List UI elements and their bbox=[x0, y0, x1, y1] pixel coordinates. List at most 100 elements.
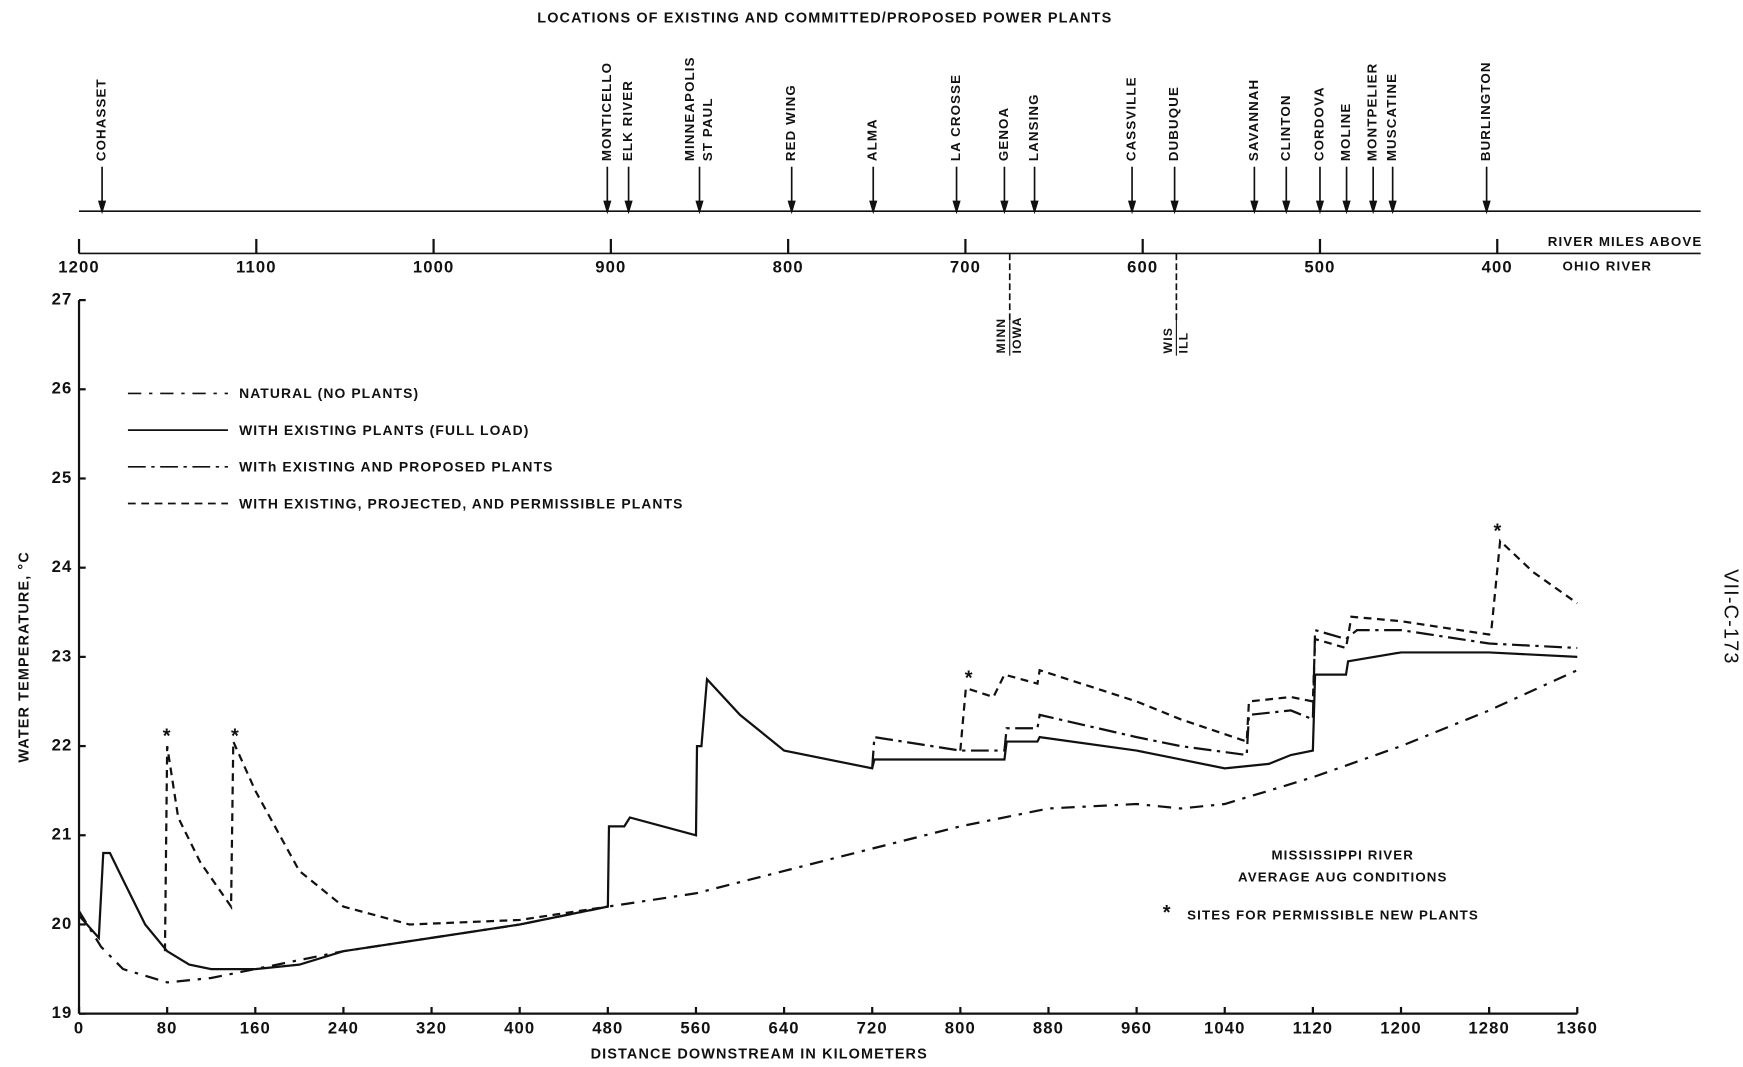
series-line bbox=[78, 651, 1578, 971]
y-axis-label: WATER TEMPERATURE, °C bbox=[16, 551, 32, 762]
mile-tick-label: 600 bbox=[1127, 257, 1158, 276]
x-tick-label: 880 bbox=[1033, 1019, 1064, 1038]
site-marker: * bbox=[163, 725, 172, 747]
x-tick-label: 160 bbox=[240, 1019, 271, 1038]
plant-label: MONTPELIER bbox=[1365, 63, 1380, 162]
plant-arrowhead bbox=[1250, 200, 1259, 215]
legend-label: WITH EXISTING, PROJECTED, AND PERMISSIBL… bbox=[239, 495, 683, 511]
x-tick-label: 1200 bbox=[1380, 1019, 1422, 1038]
mile-tick-label: 1200 bbox=[58, 257, 100, 276]
x-tick-label: 1360 bbox=[1557, 1019, 1599, 1038]
plant-arrowhead bbox=[603, 200, 612, 215]
plant-label: CORDOVA bbox=[1311, 86, 1326, 161]
x-tick-label: 1280 bbox=[1468, 1019, 1510, 1038]
plant-arrowhead bbox=[1170, 200, 1179, 215]
x-tick-label: 80 bbox=[157, 1019, 178, 1038]
plant-arrowhead bbox=[1282, 200, 1291, 215]
plant-label: MINNEAPOLIS bbox=[682, 56, 697, 161]
plant-label: SAVANNAH bbox=[1246, 79, 1261, 161]
x-tick-label: 1040 bbox=[1204, 1019, 1246, 1038]
plant-label: MUSCATINE bbox=[1384, 73, 1399, 161]
plant-arrowhead bbox=[1388, 200, 1397, 215]
state-label: WIS bbox=[1161, 327, 1175, 353]
page-label: VII-C-173 bbox=[1719, 569, 1741, 665]
y-tick-label: 23 bbox=[52, 646, 73, 665]
plant-arrowhead bbox=[1369, 200, 1378, 215]
plant-label: DUBUQUE bbox=[1166, 86, 1181, 161]
x-axis-label: DISTANCE DOWNSTREAM IN KILOMETERS bbox=[591, 1047, 928, 1063]
plant-label: GENOA bbox=[996, 107, 1011, 161]
state-label: MINN bbox=[994, 318, 1008, 354]
mile-tick-label: 1000 bbox=[413, 257, 455, 276]
plant-arrowhead bbox=[1000, 200, 1009, 215]
legend-label: NATURAL (NO PLANTS) bbox=[239, 385, 419, 401]
x-tick-label: 320 bbox=[416, 1019, 447, 1038]
plant-label: RED WING bbox=[783, 84, 798, 161]
site-marker: * bbox=[965, 667, 974, 689]
plant-label: MONTICELLO bbox=[599, 62, 614, 161]
site-symbol: * bbox=[1163, 902, 1172, 924]
state-label: IOWA bbox=[1010, 316, 1024, 353]
mile-tick-label: 400 bbox=[1482, 257, 1513, 276]
mile-tick-label: 1100 bbox=[236, 257, 277, 276]
plant-arrowhead bbox=[624, 200, 633, 215]
x-tick-label: 800 bbox=[945, 1019, 976, 1038]
plant-label: CLINTON bbox=[1278, 94, 1293, 161]
y-tick-label: 25 bbox=[52, 468, 73, 487]
mile-axis-label: RIVER MILES ABOVE bbox=[1548, 234, 1703, 249]
x-tick-label: 240 bbox=[328, 1019, 359, 1038]
legend-label: WITh EXISTING AND PROPOSED PLANTS bbox=[239, 459, 553, 475]
y-tick-label: 20 bbox=[52, 914, 73, 933]
plant-label: LA CROSSE bbox=[948, 74, 963, 161]
plant-label: ALMA bbox=[865, 118, 880, 161]
x-tick-label: 960 bbox=[1121, 1019, 1152, 1038]
y-tick-label: 19 bbox=[52, 1003, 73, 1022]
y-tick-label: 24 bbox=[52, 557, 73, 576]
mile-tick-label: 800 bbox=[773, 257, 804, 276]
x-tick-label: 1120 bbox=[1293, 1019, 1334, 1038]
plant-arrowhead bbox=[1482, 200, 1491, 215]
series-line bbox=[78, 669, 1578, 984]
site-marker: * bbox=[1494, 520, 1503, 542]
plant-arrowhead bbox=[952, 200, 961, 215]
x-tick-label: 560 bbox=[680, 1019, 711, 1038]
series-line bbox=[163, 538, 1578, 952]
site-note: SITES FOR PERMISSIBLE NEW PLANTS bbox=[1187, 907, 1479, 922]
chart-title: LOCATIONS OF EXISTING AND COMMITTED/PROP… bbox=[537, 11, 1112, 27]
plant-label: LANSING bbox=[1026, 93, 1041, 161]
plant-label: MOLINE bbox=[1338, 103, 1353, 162]
plant-arrowhead bbox=[695, 200, 704, 215]
state-label: ILL bbox=[1176, 332, 1190, 354]
site-marker: * bbox=[231, 725, 240, 747]
y-tick-label: 26 bbox=[52, 379, 73, 398]
plant-label: BURLINGTON bbox=[1478, 61, 1493, 161]
x-tick-label: 480 bbox=[592, 1019, 623, 1038]
mile-tick-label: 500 bbox=[1304, 257, 1335, 276]
annotation: MISSISSIPPI RIVER bbox=[1271, 847, 1414, 862]
plant-arrowhead bbox=[787, 200, 796, 215]
series-line bbox=[871, 628, 1578, 769]
plant-label: CASSVILLE bbox=[1124, 76, 1139, 161]
mile-axis-label: OHIO RIVER bbox=[1562, 258, 1652, 273]
x-tick-label: 400 bbox=[504, 1019, 535, 1038]
x-tick-label: 640 bbox=[769, 1019, 800, 1038]
mile-tick-label: 900 bbox=[595, 257, 626, 276]
y-tick-label: 21 bbox=[52, 825, 73, 844]
mile-tick-label: 700 bbox=[950, 257, 981, 276]
plant-arrowhead bbox=[1315, 200, 1325, 215]
plant-label: COHASSET bbox=[94, 78, 109, 161]
plant-arrowhead bbox=[97, 200, 107, 215]
annotation: AVERAGE AUG CONDITIONS bbox=[1238, 870, 1448, 885]
plant-arrowhead bbox=[869, 200, 878, 215]
plant-arrowhead bbox=[1030, 200, 1039, 215]
x-tick-label: 720 bbox=[857, 1019, 888, 1038]
plant-arrowhead bbox=[1342, 200, 1351, 215]
legend-label: WITH EXISTING PLANTS (FULL LOAD) bbox=[239, 422, 529, 438]
x-tick-label: 0 bbox=[74, 1019, 84, 1038]
y-tick-label: 22 bbox=[52, 735, 73, 754]
plant-label: ST PAUL bbox=[700, 97, 715, 161]
plant-arrowhead bbox=[1127, 200, 1137, 215]
plant-label: ELK RIVER bbox=[620, 80, 635, 161]
